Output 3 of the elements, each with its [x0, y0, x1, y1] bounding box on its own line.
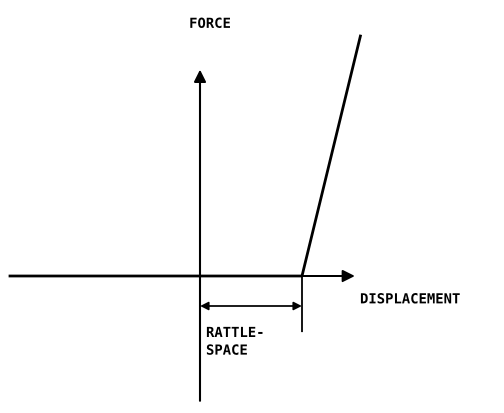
x-axis-title: DISPLACEMENT	[360, 293, 460, 304]
y-axis-title: FORCE	[190, 18, 230, 28]
text: RATTLE- SPACE	[206, 326, 262, 355]
